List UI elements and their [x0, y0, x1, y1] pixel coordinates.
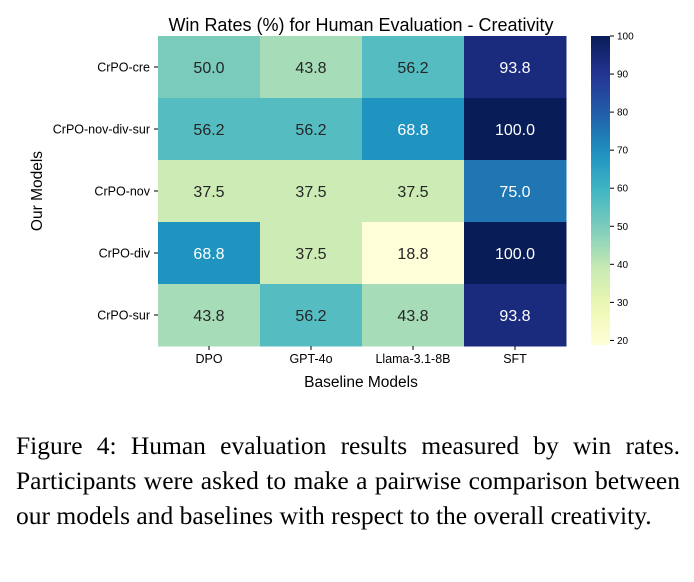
x-tick-label: DPO: [195, 352, 222, 366]
colorbar-tick-label: 100: [617, 32, 634, 43]
heatmap-cell-labels: 50.0 43.8 56.2 93.8 56.2 56.2 68.8 100.0 37.5 37.…: [193, 60, 535, 325]
colorbar-tick-label: 20: [617, 336, 629, 347]
cell-value-label: 37.5: [295, 184, 326, 201]
cell-value-label: 100.0: [495, 122, 535, 139]
heatmap-cell: [464, 98, 567, 161]
chart-title: Win Rates (%) for Human Evaluation - Cre…: [168, 15, 553, 35]
cell-value-label: 68.8: [193, 246, 224, 263]
cell-value-label: 50.0: [193, 60, 224, 77]
colorbar-ticks: 20 30 40 50 60 70 80 90 100: [610, 32, 634, 347]
heatmap-cell: [260, 98, 363, 161]
y-tick-label: CrPO-sur: [97, 309, 150, 323]
x-axis-label: Baseline Models: [304, 374, 418, 391]
cell-value-label: 37.5: [193, 184, 224, 201]
x-tick-label: Llama-3.1-8B: [375, 352, 450, 366]
colorbar-tick-label: 50: [617, 222, 629, 233]
x-tick-label: GPT-4o: [289, 352, 332, 366]
heatmap-cells: [158, 36, 567, 347]
heatmap-cell: [158, 160, 261, 223]
cell-value-label: 37.5: [295, 246, 326, 263]
x-axis-tick-labels: DPO GPT-4o Llama-3.1-8B SFT: [195, 346, 527, 366]
cell-value-label: 93.8: [499, 308, 530, 325]
heatmap-cell: [158, 222, 261, 285]
colorbar-tick-label: 90: [617, 70, 629, 81]
heatmap-cell: [464, 222, 567, 285]
colorbar-tick-label: 60: [617, 184, 629, 195]
colorbar-tick-label: 70: [617, 146, 629, 157]
heatmap-cell: [158, 284, 261, 347]
cell-value-label: 56.2: [295, 308, 326, 325]
heatmap-cell: [362, 284, 465, 347]
x-tick-label: SFT: [503, 352, 527, 366]
cell-value-label: 56.2: [193, 122, 224, 139]
heatmap-cell: [260, 284, 363, 347]
y-tick-label: CrPO-nov: [94, 185, 150, 199]
heatmap-cell: [260, 222, 363, 285]
heatmap-cell: [362, 36, 465, 99]
heatmap-chart: Win Rates (%) for Human Evaluation - Cre…: [29, 15, 634, 391]
heatmap-cell: [362, 160, 465, 223]
heatmap-cell: [464, 160, 567, 223]
heatmap-cell: [158, 98, 261, 161]
y-axis-tick-labels: CrPO-cre CrPO-nov-div-sur CrPO-nov CrPO-div…: [53, 61, 158, 323]
heatmap-cell: [464, 284, 567, 347]
heatmap-cell: [260, 36, 363, 99]
colorbar-tick-label: 30: [617, 298, 629, 309]
cell-value-label: 43.8: [397, 308, 428, 325]
y-axis-label: Our Models: [29, 151, 46, 231]
cell-value-label: 93.8: [499, 60, 530, 77]
y-tick-label: CrPO-div: [99, 247, 151, 261]
cell-value-label: 18.8: [397, 246, 428, 263]
heatmap-cell: [362, 222, 465, 285]
cell-value-label: 37.5: [397, 184, 428, 201]
heatmap-cell: [260, 160, 363, 223]
cell-value-label: 43.8: [193, 308, 224, 325]
colorbar: [591, 36, 610, 345]
heatmap-cell: [362, 98, 465, 161]
colorbar-tick-label: 80: [617, 108, 629, 119]
y-tick-label: CrPO-nov-div-sur: [53, 123, 150, 137]
cell-value-label: 56.2: [397, 60, 428, 77]
heatmap-cell: [158, 36, 261, 99]
y-tick-label: CrPO-cre: [97, 61, 150, 75]
heatmap-cell: [464, 36, 567, 99]
cell-value-label: 56.2: [295, 122, 326, 139]
cell-value-label: 68.8: [397, 122, 428, 139]
cell-value-label: 100.0: [495, 246, 535, 263]
cell-value-label: 75.0: [499, 184, 530, 201]
colorbar-tick-label: 40: [617, 260, 629, 271]
figure-caption: Figure 4: Human evaluation results measu…: [16, 431, 680, 530]
cell-value-label: 43.8: [295, 60, 326, 77]
